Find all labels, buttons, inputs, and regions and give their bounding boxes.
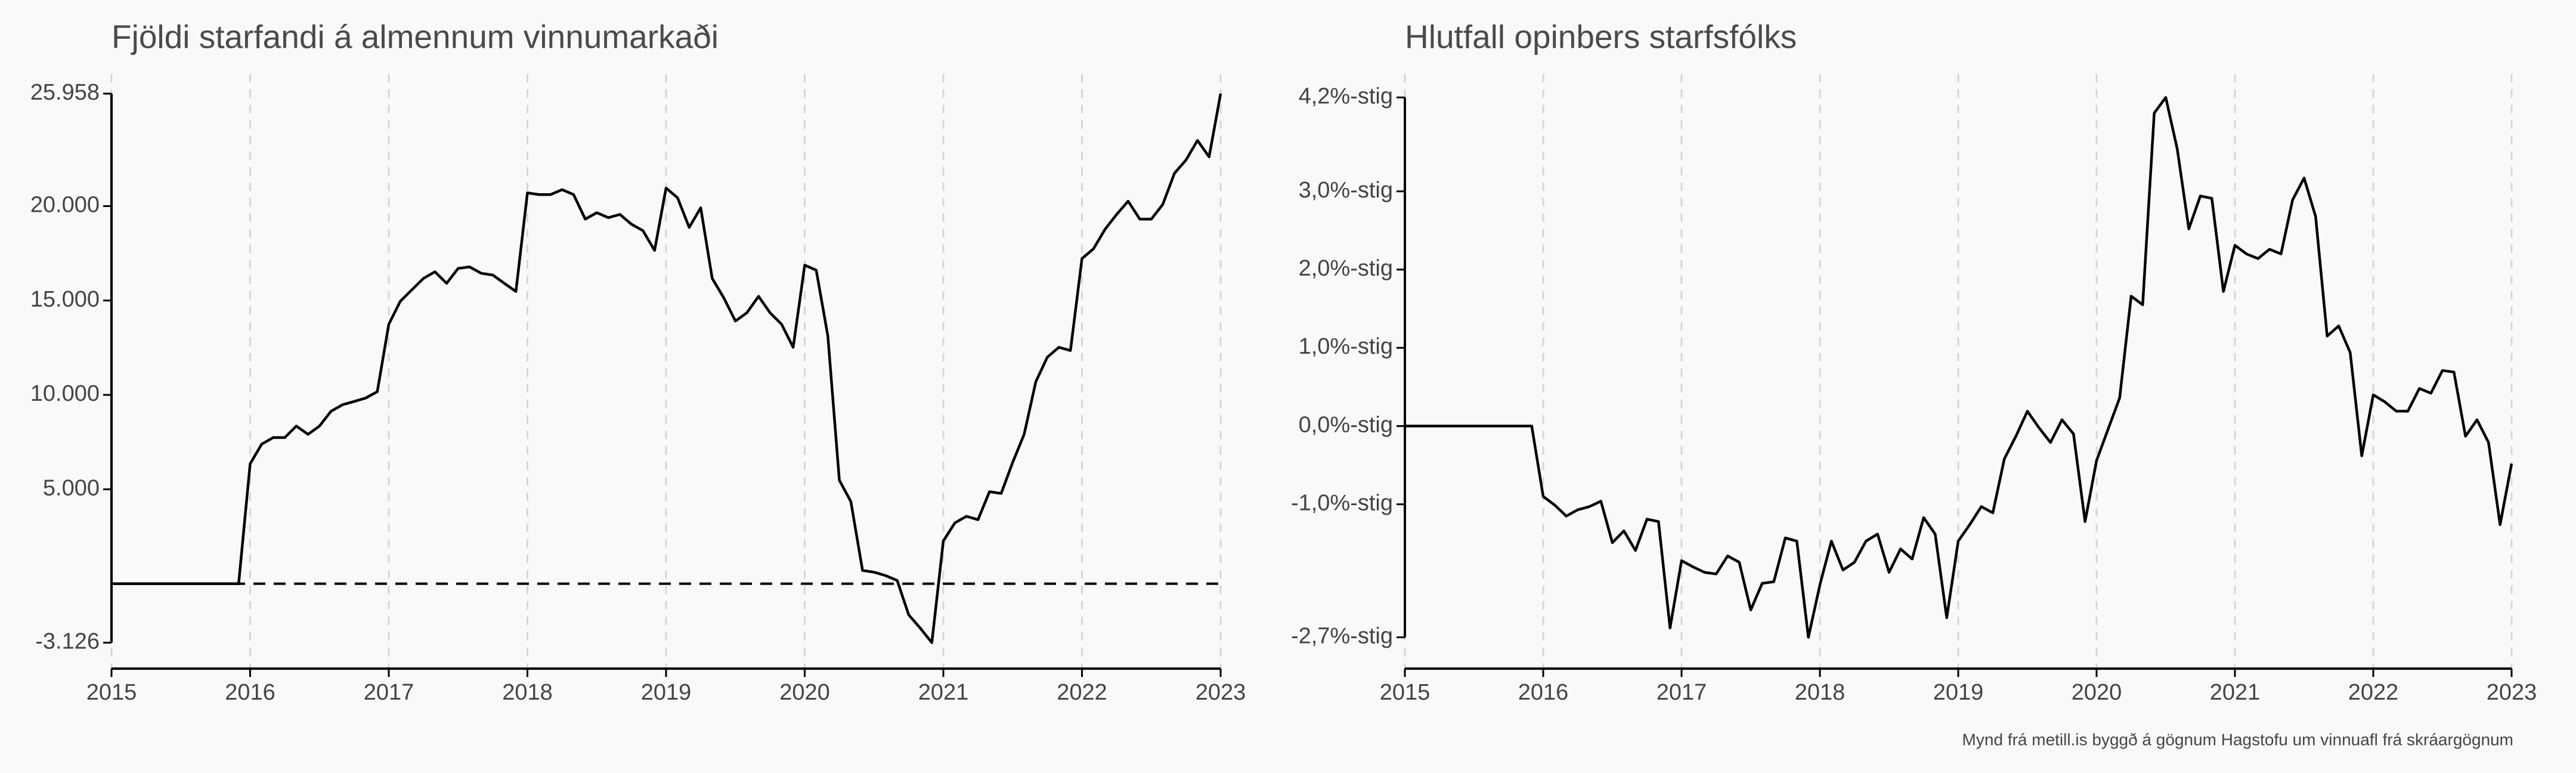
chart-title: Hlutfall opinbers starfsfólks xyxy=(1405,18,1797,55)
x-tick-label: 2019 xyxy=(641,680,692,705)
y-tick-label: 2,0%-stig xyxy=(1299,256,1393,281)
y-tick-label: 10.000 xyxy=(30,381,100,406)
x-tick-label: 2016 xyxy=(1518,680,1569,705)
x-tick-label: 2018 xyxy=(1795,680,1846,705)
y-tick-label: 4,2%-stig xyxy=(1299,84,1393,109)
y-tick-label: 25.958 xyxy=(30,80,100,105)
x-tick-label: 2017 xyxy=(364,680,414,705)
chart-title: Fjöldi starfandi á almennum vinnumarkaði xyxy=(112,18,719,55)
y-tick-label: 5.000 xyxy=(43,475,100,500)
x-tick-label: 2020 xyxy=(2072,680,2122,705)
y-tick-label: -2,7%-stig xyxy=(1291,624,1393,649)
caption: Mynd frá metill.is byggð á gögnum Hagsto… xyxy=(1962,730,2513,749)
x-tick-label: 2017 xyxy=(1657,680,1707,705)
x-tick-label: 2022 xyxy=(1057,680,1107,705)
y-tick-label: 15.000 xyxy=(30,287,100,312)
x-tick-label: 2015 xyxy=(1380,680,1431,705)
x-tick-label: 2018 xyxy=(502,680,553,705)
x-tick-label: 2021 xyxy=(918,680,969,705)
y-tick-label: 3,0%-stig xyxy=(1299,178,1393,203)
x-tick-label: 2016 xyxy=(225,680,275,705)
y-tick-label: -3.126 xyxy=(35,629,100,654)
y-tick-label: 20.000 xyxy=(30,193,100,218)
y-tick-label: 1,0%-stig xyxy=(1299,334,1393,359)
data-line xyxy=(112,93,1222,644)
x-tick-label: 2023 xyxy=(1196,680,1246,705)
x-tick-label: 2020 xyxy=(779,680,830,705)
x-tick-label: 2022 xyxy=(2348,680,2399,705)
y-tick-label: -1,0%-stig xyxy=(1291,491,1393,516)
x-tick-label: 2019 xyxy=(1933,680,1984,705)
y-tick-label: 0,0%-stig xyxy=(1299,412,1393,437)
x-tick-label: 2021 xyxy=(2210,680,2261,705)
data-line xyxy=(1405,96,2513,639)
x-tick-label: 2023 xyxy=(2487,680,2537,705)
x-tick-label: 2015 xyxy=(86,680,137,705)
